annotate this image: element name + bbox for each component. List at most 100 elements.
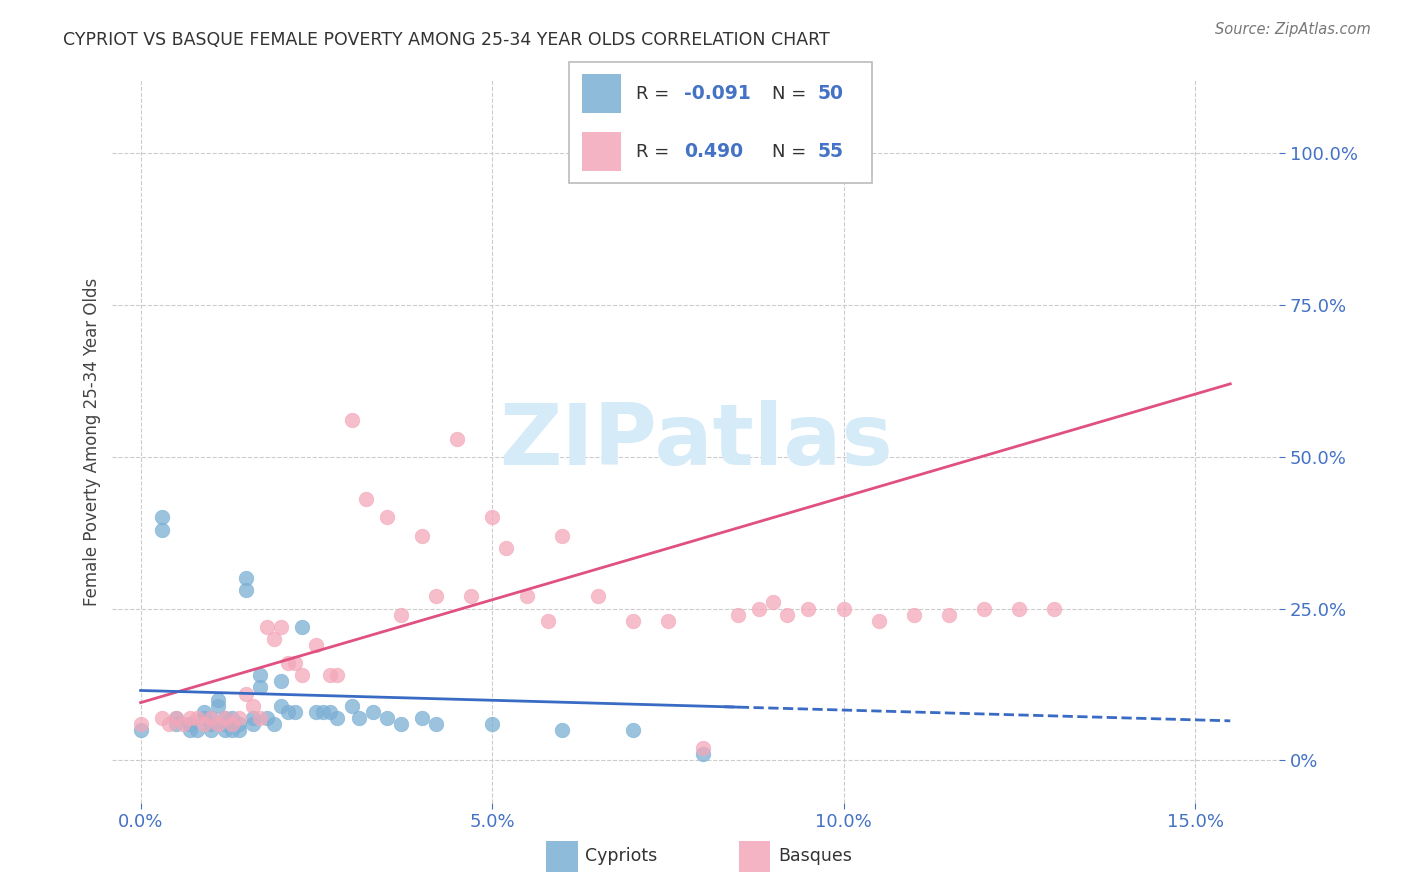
Point xyxy=(1008,601,1031,615)
Point xyxy=(207,717,229,731)
Point xyxy=(228,723,250,737)
Point xyxy=(340,698,363,713)
Point xyxy=(242,711,264,725)
Point xyxy=(214,723,236,737)
Text: Basques: Basques xyxy=(779,847,852,865)
Point xyxy=(277,705,299,719)
Point xyxy=(319,668,342,682)
Point xyxy=(200,711,222,725)
Point xyxy=(221,717,243,731)
Point xyxy=(249,668,271,682)
Point xyxy=(150,523,173,537)
Point xyxy=(270,674,292,689)
Point xyxy=(186,711,208,725)
Point xyxy=(389,717,412,731)
Point xyxy=(748,601,770,615)
Point xyxy=(305,638,328,652)
Point xyxy=(938,607,960,622)
Point xyxy=(193,711,215,725)
Point xyxy=(214,717,236,731)
Point xyxy=(249,711,271,725)
Point xyxy=(537,614,560,628)
Point xyxy=(214,711,236,725)
Point xyxy=(150,510,173,524)
Point xyxy=(762,595,785,609)
Point xyxy=(165,711,187,725)
Point xyxy=(460,590,482,604)
Point xyxy=(150,711,173,725)
Text: 0.490: 0.490 xyxy=(685,142,744,161)
Point xyxy=(221,711,243,725)
Point xyxy=(165,711,187,725)
Bar xyxy=(546,840,578,872)
Point xyxy=(214,711,236,725)
Point xyxy=(481,510,503,524)
Point xyxy=(797,601,820,615)
Point xyxy=(832,601,855,615)
Point xyxy=(551,529,574,543)
Point xyxy=(242,698,264,713)
Text: Cypriots: Cypriots xyxy=(585,847,658,865)
Point xyxy=(411,529,433,543)
Text: -0.091: -0.091 xyxy=(685,84,751,103)
Point xyxy=(193,717,215,731)
Bar xyxy=(582,75,621,113)
Point xyxy=(200,717,222,731)
Point xyxy=(361,705,384,719)
Point xyxy=(179,717,201,731)
Point xyxy=(157,717,180,731)
Point xyxy=(235,686,257,700)
Point xyxy=(256,711,278,725)
Point xyxy=(973,601,995,615)
Point xyxy=(621,723,644,737)
Point xyxy=(375,510,398,524)
Point xyxy=(425,590,447,604)
Point xyxy=(516,590,538,604)
Point xyxy=(129,717,152,731)
Text: 50: 50 xyxy=(817,84,844,103)
Point xyxy=(270,620,292,634)
Point xyxy=(425,717,447,731)
Point xyxy=(228,711,250,725)
Point xyxy=(256,620,278,634)
Point xyxy=(179,711,201,725)
Point xyxy=(389,607,412,622)
Text: N =: N = xyxy=(772,85,806,103)
Point xyxy=(586,590,609,604)
Point xyxy=(228,717,250,731)
Point xyxy=(242,717,264,731)
Point xyxy=(621,614,644,628)
Point xyxy=(727,607,749,622)
Point xyxy=(903,607,925,622)
Text: R =: R = xyxy=(636,143,669,161)
Point xyxy=(340,413,363,427)
Point xyxy=(868,614,890,628)
Point xyxy=(129,723,152,737)
Point xyxy=(200,711,222,725)
Bar xyxy=(740,840,770,872)
Point xyxy=(446,432,468,446)
Point xyxy=(319,705,342,719)
FancyBboxPatch shape xyxy=(569,62,872,183)
Point xyxy=(270,698,292,713)
Bar xyxy=(582,132,621,171)
Point xyxy=(249,681,271,695)
Point xyxy=(193,705,215,719)
Point xyxy=(692,747,714,762)
Point xyxy=(235,583,257,598)
Point xyxy=(172,717,194,731)
Text: ZIPatlas: ZIPatlas xyxy=(499,400,893,483)
Point xyxy=(263,717,285,731)
Point xyxy=(179,723,201,737)
Point xyxy=(657,614,679,628)
Point xyxy=(312,705,335,719)
Point xyxy=(277,656,299,670)
Text: 55: 55 xyxy=(817,142,844,161)
Point xyxy=(221,723,243,737)
Point xyxy=(347,711,370,725)
Text: Source: ZipAtlas.com: Source: ZipAtlas.com xyxy=(1215,22,1371,37)
Text: N =: N = xyxy=(772,143,806,161)
Point xyxy=(354,492,377,507)
Point xyxy=(165,717,187,731)
Point xyxy=(326,711,349,725)
